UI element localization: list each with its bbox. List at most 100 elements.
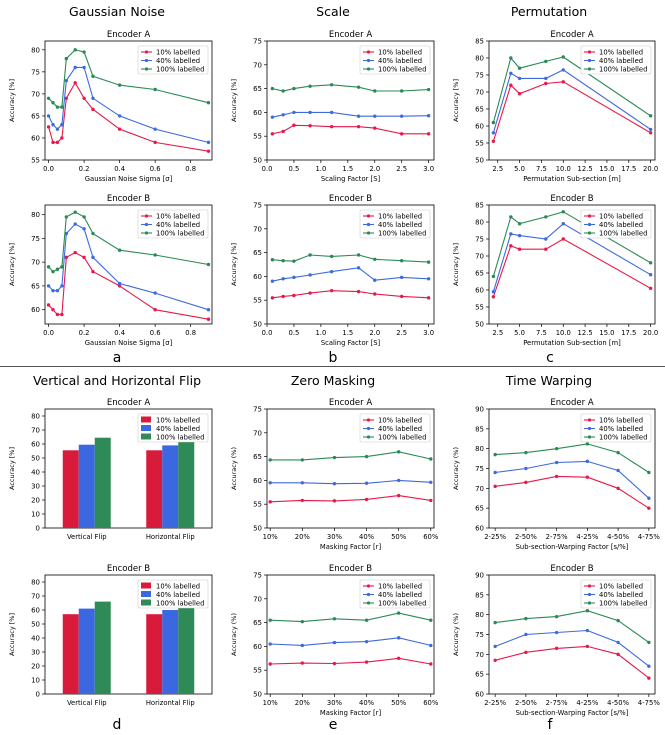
data-point xyxy=(493,644,497,649)
data-point xyxy=(491,120,496,125)
legend-marker xyxy=(366,50,371,54)
bar xyxy=(178,439,195,528)
x-tick-label: 2-50% xyxy=(515,533,537,541)
legend-label: 40% labelled xyxy=(378,57,422,65)
legend-label: 10% labelled xyxy=(599,583,643,591)
legend-label: 100% labelled xyxy=(156,434,204,442)
data-point xyxy=(561,222,565,226)
legend-label: 40% labelled xyxy=(378,221,422,229)
y-tick-label: 55 xyxy=(253,297,262,305)
legend-marker xyxy=(366,584,371,588)
legend-label: 40% labelled xyxy=(378,425,422,433)
series-line xyxy=(270,479,431,485)
legend-label: 10% labelled xyxy=(156,49,200,57)
y-tick-label: 65 xyxy=(475,671,484,679)
legend-marker xyxy=(366,214,371,218)
data-point xyxy=(364,454,369,459)
data-point xyxy=(281,258,285,263)
data-point xyxy=(585,609,590,613)
data-point xyxy=(491,290,496,294)
data-point xyxy=(281,294,285,299)
y-tick-label: 55 xyxy=(31,157,40,165)
section-divider xyxy=(0,366,665,367)
data-point xyxy=(73,210,77,214)
data-point xyxy=(46,265,51,269)
x-tick-label: 20% xyxy=(295,699,311,707)
series-line xyxy=(272,84,429,92)
data-point xyxy=(46,303,51,307)
data-point xyxy=(73,65,77,70)
data-point xyxy=(647,496,651,500)
data-point xyxy=(356,253,361,257)
legend-marker xyxy=(587,67,592,71)
x-tick-label: 0.0 xyxy=(262,165,273,173)
y-axis-label: Accuracy [%] xyxy=(230,243,238,286)
data-point xyxy=(329,83,334,87)
legend-marker xyxy=(587,58,592,63)
legend-label: 40% labelled xyxy=(599,57,643,65)
data-point xyxy=(544,59,548,64)
data-point xyxy=(91,107,95,112)
data-point xyxy=(509,56,513,60)
data-point xyxy=(60,136,64,140)
data-point xyxy=(554,646,559,651)
bar xyxy=(162,445,179,528)
data-point xyxy=(117,281,122,286)
bar xyxy=(62,614,79,694)
y-tick-label: 75 xyxy=(253,572,262,580)
data-point xyxy=(647,664,651,668)
legend-label: 10% labelled xyxy=(378,417,422,425)
data-point xyxy=(332,482,337,486)
data-point xyxy=(396,636,401,640)
chart-permutation-encoder-a: Encoder A 50 55 60 65 70 75 80 85 Accuracy [%] 2.5… xyxy=(452,30,658,183)
data-point xyxy=(647,640,651,645)
data-point xyxy=(524,632,528,637)
x-tick-label: 2.5 xyxy=(396,329,407,337)
y-tick-label: 60 xyxy=(31,306,40,314)
y-tick-label: 65 xyxy=(475,106,484,114)
data-point xyxy=(544,215,548,219)
legend-swatch xyxy=(141,433,151,440)
data-point xyxy=(64,56,69,61)
legend-marker xyxy=(587,426,592,431)
data-point xyxy=(332,640,337,645)
x-axis-label: Gaussian Noise Sigma [σ] xyxy=(85,175,173,183)
y-tick-label: 80 xyxy=(31,413,40,421)
legend-marker xyxy=(587,214,592,218)
data-point xyxy=(51,269,55,274)
data-point xyxy=(616,486,620,491)
legend-label: 40% labelled xyxy=(156,425,200,433)
x-tick-label: 0.5 xyxy=(289,165,300,173)
data-point xyxy=(308,291,312,295)
data-point xyxy=(300,481,305,485)
legend-label: 40% labelled xyxy=(378,591,422,599)
y-tick-label: 20 xyxy=(31,663,40,671)
x-tick-label: 1.5 xyxy=(342,165,353,173)
y-tick-label: 70 xyxy=(475,89,484,97)
data-point xyxy=(585,644,590,649)
y-tick-label: 70 xyxy=(31,427,40,435)
x-tick-label: 2.0 xyxy=(369,165,380,173)
y-tick-label: 65 xyxy=(31,282,40,290)
legend-box xyxy=(137,413,209,443)
y-tick-label: 85 xyxy=(475,202,484,210)
chart-title: Encoder A xyxy=(550,30,593,40)
y-tick-label: 55 xyxy=(253,501,262,509)
data-point xyxy=(429,480,433,485)
data-point xyxy=(544,76,548,81)
x-tick-label: 0.8 xyxy=(185,329,196,337)
data-point xyxy=(60,284,64,288)
y-tick-label: 30 xyxy=(31,649,40,657)
data-point xyxy=(616,468,620,473)
x-tick-label: 15.0 xyxy=(599,165,614,173)
y-tick-label: 80 xyxy=(475,611,484,619)
x-tick-label: 10.0 xyxy=(556,329,571,337)
y-tick-label: 60 xyxy=(475,525,484,533)
data-point xyxy=(64,231,69,236)
data-point xyxy=(396,611,401,615)
